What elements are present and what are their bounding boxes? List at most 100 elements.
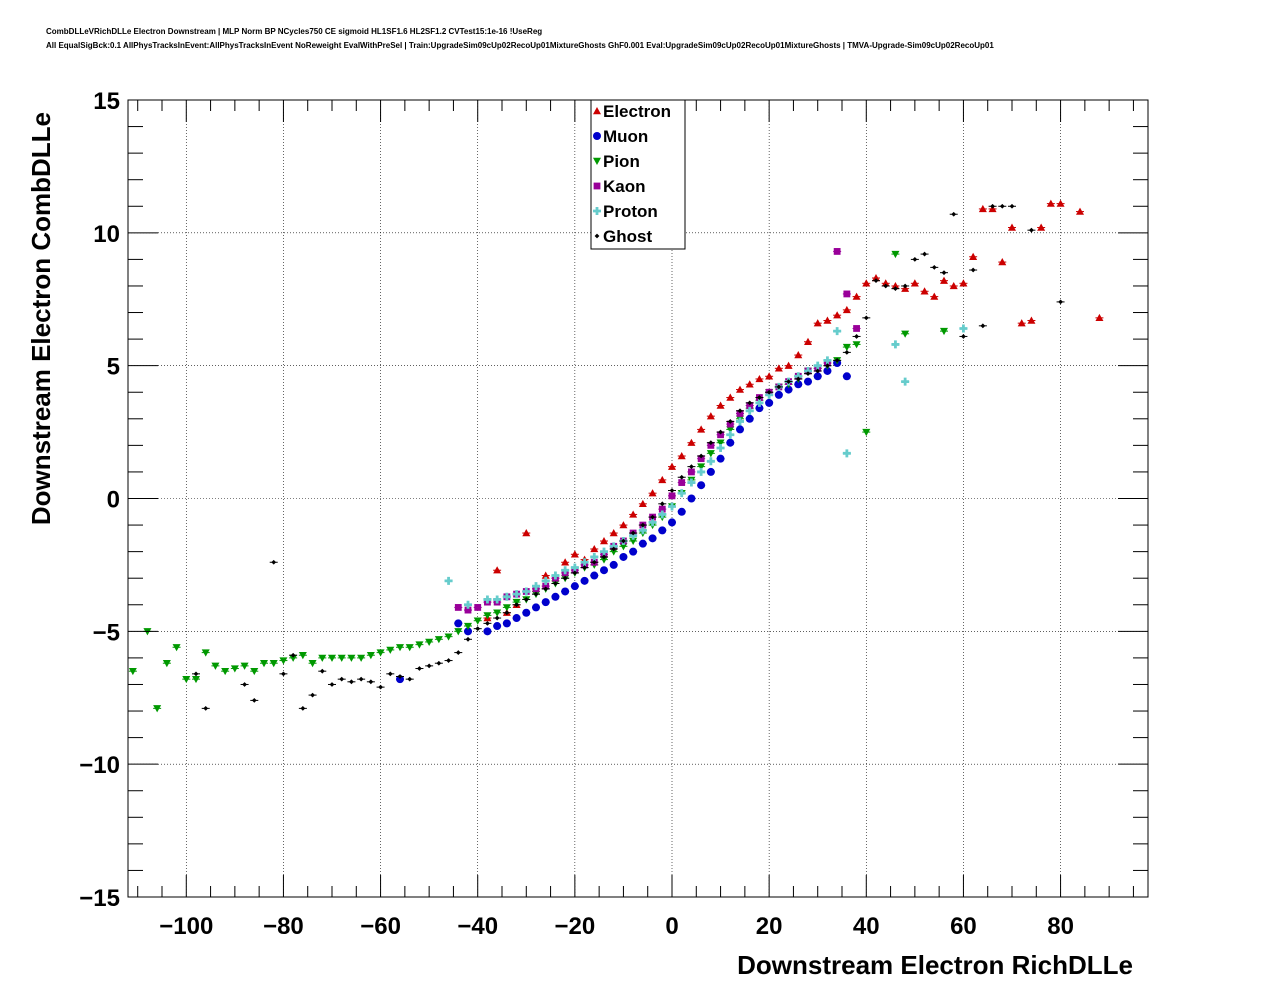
ghost-point xyxy=(504,610,510,616)
kaon-point xyxy=(678,479,686,486)
x-tick-label: −40 xyxy=(457,913,498,940)
pion-point xyxy=(609,548,618,556)
legend-label: Pion xyxy=(603,152,640,171)
electron-point xyxy=(774,364,783,372)
proton-point xyxy=(891,340,900,349)
muon-point xyxy=(502,619,511,628)
electron-point xyxy=(1027,316,1036,324)
ghost-point xyxy=(319,668,325,674)
pion-point xyxy=(600,556,608,564)
electron-point xyxy=(561,558,570,566)
muon-point xyxy=(570,582,579,591)
electron-point xyxy=(842,305,851,314)
kaon-point xyxy=(707,441,715,449)
ghost-point xyxy=(825,363,830,369)
x-tick-label: −20 xyxy=(554,913,595,940)
muon-point xyxy=(532,603,540,612)
proton-point xyxy=(668,502,676,511)
legend-label: Proton xyxy=(603,202,658,221)
ghost-point xyxy=(834,357,840,363)
axis-ticks: −100 −80 −60 −40 −20 0 20 40 60 80 −15 −10 −5 0 5 10 15 xyxy=(79,88,1148,940)
y-tick-label: −10 xyxy=(79,752,120,779)
ghost-point xyxy=(1009,203,1015,209)
pion-point xyxy=(891,250,900,259)
ghost-point xyxy=(815,368,821,374)
muon-point xyxy=(541,598,550,607)
pion-point xyxy=(128,667,137,676)
proton-point xyxy=(804,366,812,375)
ghost-point xyxy=(630,530,636,536)
ghost-point xyxy=(271,559,277,565)
kaon-point xyxy=(464,606,472,614)
x-tick-label: −80 xyxy=(263,913,304,940)
kaon-point xyxy=(726,420,734,428)
electron-point xyxy=(813,319,822,327)
proton-point xyxy=(697,467,706,476)
proton-point xyxy=(522,587,531,596)
electron-point xyxy=(969,252,978,260)
electron-point xyxy=(600,537,608,545)
ghost-point xyxy=(689,464,694,470)
ghost-point xyxy=(465,636,471,642)
ghost-point xyxy=(562,575,568,581)
pion-point xyxy=(842,343,851,352)
pion-point xyxy=(444,633,453,641)
pion-point xyxy=(298,652,307,660)
ghost-point xyxy=(844,349,850,355)
electron-point xyxy=(677,451,686,460)
ghost-point xyxy=(475,626,481,632)
ghost-point xyxy=(951,211,957,217)
electron-point xyxy=(998,258,1007,266)
muon-point xyxy=(813,372,822,381)
electron-point xyxy=(590,544,599,553)
kaon-point xyxy=(697,455,705,463)
ghost-point xyxy=(776,384,782,390)
series-proton xyxy=(444,324,968,609)
pion-point xyxy=(415,641,424,649)
proton-point xyxy=(901,377,910,386)
legend-label: Kaon xyxy=(603,177,646,196)
ghost-point xyxy=(990,203,995,209)
kaon-point xyxy=(717,431,724,439)
proton-point xyxy=(561,566,570,575)
kaon-point xyxy=(542,582,550,590)
pion-point xyxy=(162,660,171,668)
x-tick-label: −100 xyxy=(159,913,213,940)
pion-point xyxy=(201,649,210,657)
muon-point xyxy=(493,622,502,631)
series-ghost xyxy=(192,203,1065,711)
ghost-point xyxy=(455,650,461,655)
proton-point xyxy=(493,595,502,604)
proton-point xyxy=(629,531,638,540)
ghost-point xyxy=(718,429,723,435)
ghost-point xyxy=(407,676,413,682)
legend-marker-kaon xyxy=(593,182,601,190)
ghost-point xyxy=(572,570,578,576)
legend-marker-ghost xyxy=(594,233,600,239)
ghost-point xyxy=(931,264,937,270)
y-tick-label: −15 xyxy=(79,885,120,912)
proton-point xyxy=(706,457,715,466)
pion-point xyxy=(483,612,492,620)
electron-point xyxy=(949,281,958,290)
ghost-point xyxy=(591,559,597,565)
proton-point xyxy=(716,444,725,453)
pion-point xyxy=(716,439,725,447)
pion-point xyxy=(386,646,395,654)
x-tick-label: 60 xyxy=(950,913,977,940)
electron-point xyxy=(736,385,744,393)
proton-point xyxy=(590,552,599,561)
ghost-point xyxy=(310,692,315,698)
ghost-point xyxy=(659,501,665,507)
pion-point xyxy=(337,654,346,662)
muon-point xyxy=(464,627,472,636)
ghost-point xyxy=(494,615,500,621)
proton-point xyxy=(823,356,832,365)
proton-point xyxy=(638,526,647,535)
ghost-point xyxy=(922,251,927,257)
legend: Electron Muon Pion Kaon Proton Ghost xyxy=(590,99,686,250)
kaon-point xyxy=(688,468,695,476)
muon-point xyxy=(784,385,793,394)
electron-point xyxy=(658,475,667,484)
